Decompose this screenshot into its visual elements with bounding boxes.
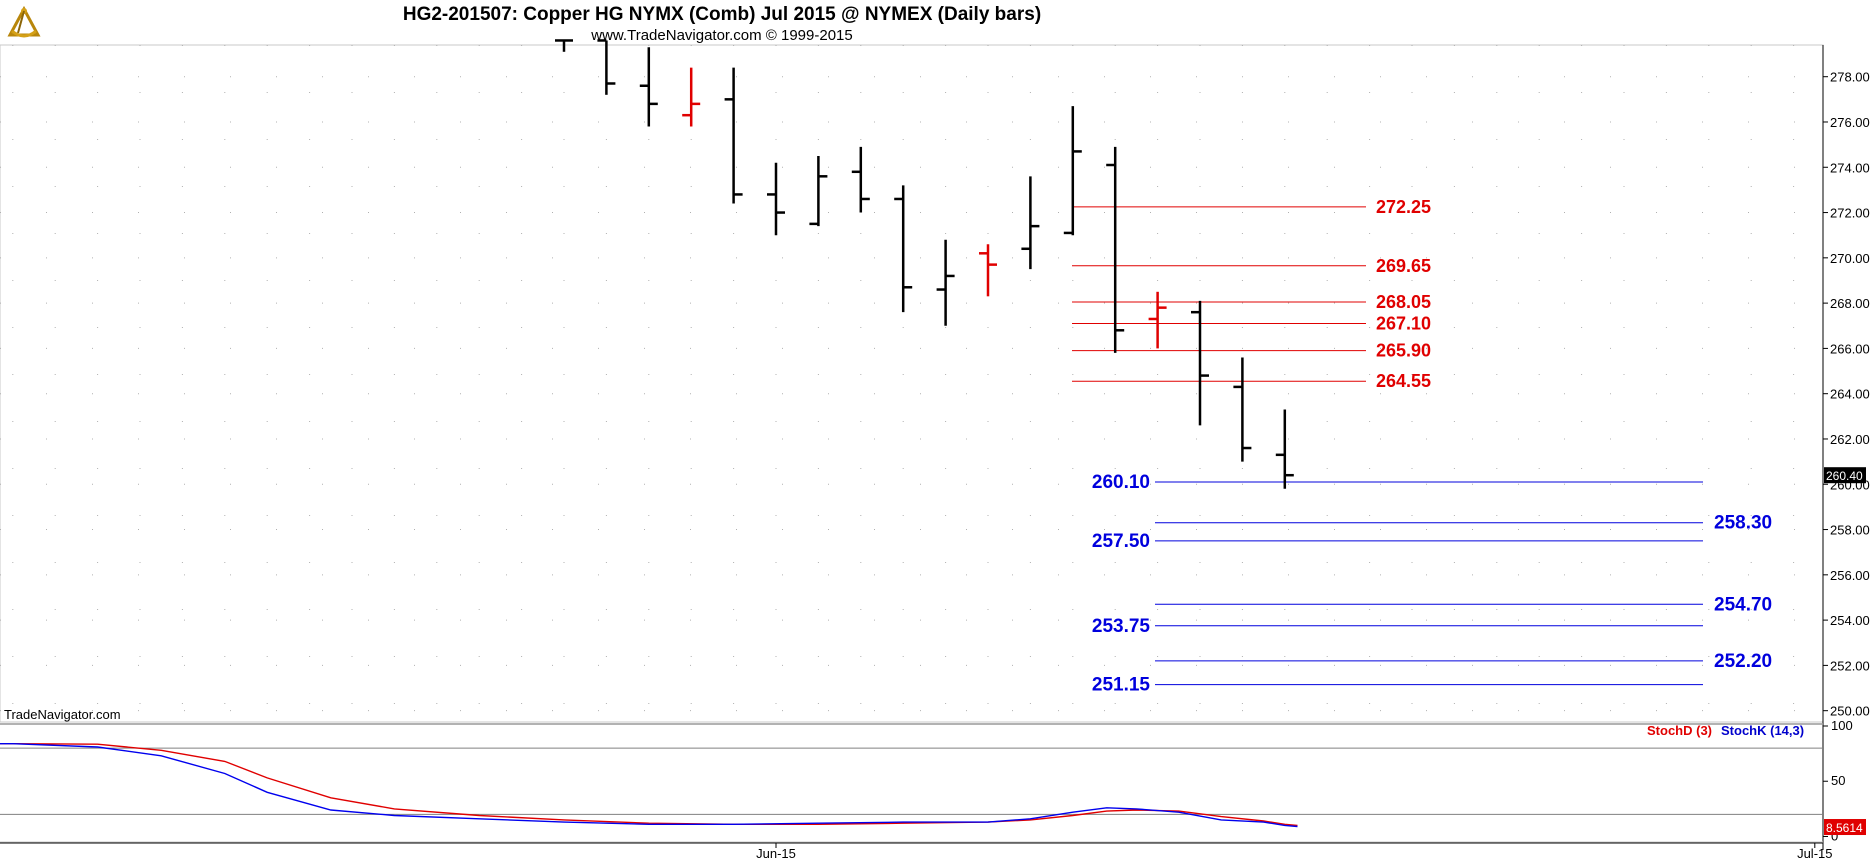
date-axis: Jun-15 Jul-15 bbox=[0, 842, 1833, 861]
ohlc-bar bbox=[1148, 291, 1167, 349]
level-label: 268.05 bbox=[1376, 292, 1431, 312]
title-area: HG2-201507: Copper HG NYMX (Comb) Jul 20… bbox=[4, 3, 1041, 44]
stochastic-panel: 100 50 08.5614 StochD (3) StochK (14,3) bbox=[0, 718, 1866, 843]
level-label: 264.55 bbox=[1376, 371, 1431, 391]
ohlc-bar bbox=[809, 155, 828, 227]
price-tick-label: 254.00 bbox=[1830, 613, 1870, 628]
stochastic-grid bbox=[0, 723, 1823, 843]
price-tick-label: 268.00 bbox=[1830, 296, 1870, 311]
level-label: 272.25 bbox=[1376, 197, 1431, 217]
ohlc-bar bbox=[724, 67, 743, 204]
price-tick-label: 264.00 bbox=[1830, 387, 1870, 402]
ohlc-bar bbox=[936, 239, 955, 326]
stochastic-axis: 100 50 08.5614 bbox=[1823, 718, 1866, 843]
price-tick-label: 258.00 bbox=[1830, 523, 1870, 538]
level-label: 265.90 bbox=[1376, 341, 1431, 361]
level-label: 258.30 bbox=[1714, 513, 1772, 534]
price-tick-label: 256.00 bbox=[1830, 568, 1870, 583]
price-tick-label: 274.00 bbox=[1830, 160, 1870, 175]
price-tick-label: 252.00 bbox=[1830, 658, 1870, 673]
ohlc-bar bbox=[1275, 409, 1294, 489]
stochastic-tick-label: 100 bbox=[1831, 718, 1853, 733]
stochastic-tick-label: 0 bbox=[1831, 828, 1838, 843]
ohlc-bar bbox=[1063, 106, 1082, 236]
ohlc-bar bbox=[894, 185, 913, 313]
price-tick-label: 272.00 bbox=[1830, 206, 1870, 221]
legend-stoch-k: StochK (14,3) bbox=[1721, 723, 1804, 738]
ohlc-bar bbox=[1106, 146, 1125, 353]
level-label: 267.10 bbox=[1376, 313, 1431, 333]
date-tick-label: Jul-15 bbox=[1797, 846, 1832, 861]
ohlc-bar bbox=[555, 39, 573, 52]
ohlc-bar bbox=[1191, 300, 1209, 426]
level-label: 254.70 bbox=[1714, 594, 1772, 615]
last-price-label: 260.40 bbox=[1826, 469, 1863, 483]
price-tick-label: 250.00 bbox=[1830, 704, 1870, 719]
ohlc-bar bbox=[682, 67, 701, 127]
level-label: 257.50 bbox=[1092, 531, 1150, 552]
ohlc-bar bbox=[1233, 357, 1252, 462]
ohlc-bar bbox=[979, 244, 997, 297]
ohlc-bar bbox=[767, 162, 785, 236]
price-axis: 250.00252.00254.00256.00258.00260.00262.… bbox=[1822, 45, 1870, 850]
price-tick-label: 278.00 bbox=[1830, 70, 1870, 85]
watermark-label: TradeNavigator.com bbox=[4, 707, 121, 722]
sextant-logo-icon[interactable] bbox=[4, 3, 44, 41]
stochastic-lines bbox=[0, 743, 1298, 828]
level-label: 252.20 bbox=[1714, 651, 1772, 672]
price-tick-label: 266.00 bbox=[1830, 341, 1870, 356]
chart-subtitle: www.TradeNavigator.com © 1999-2015 bbox=[590, 27, 852, 44]
price-grid bbox=[0, 45, 1823, 722]
stochastic-legend: StochD (3) StochK (14,3) bbox=[1647, 723, 1804, 738]
chart-title: HG2-201507: Copper HG NYMX (Comb) Jul 20… bbox=[403, 4, 1041, 25]
level-label: 251.15 bbox=[1092, 675, 1151, 696]
stochastic-line bbox=[0, 743, 1298, 828]
legend-stoch-d: StochD (3) bbox=[1647, 723, 1712, 738]
ohlc-bar bbox=[851, 146, 870, 213]
price-tick-label: 276.00 bbox=[1830, 115, 1870, 130]
last-price-badge bbox=[1824, 467, 1866, 484]
price-tick-label: 270.00 bbox=[1830, 251, 1870, 266]
last-stochastic-label: 8.5614 bbox=[1826, 821, 1863, 835]
price-tick-label: 262.00 bbox=[1830, 432, 1870, 447]
ohlc-bar bbox=[639, 47, 658, 127]
last-stochastic-badge bbox=[1824, 819, 1866, 836]
stochastic-tick-label: 50 bbox=[1831, 773, 1845, 788]
price-bars bbox=[555, 39, 1294, 489]
level-label: 260.10 bbox=[1092, 472, 1150, 493]
ohlc-bar bbox=[597, 39, 616, 95]
stochastic-line bbox=[0, 743, 1298, 827]
date-tick-label: Jun-15 bbox=[756, 846, 796, 861]
ohlc-bar bbox=[1021, 176, 1040, 270]
level-label: 253.75 bbox=[1092, 616, 1151, 637]
level-label: 269.65 bbox=[1376, 256, 1431, 276]
